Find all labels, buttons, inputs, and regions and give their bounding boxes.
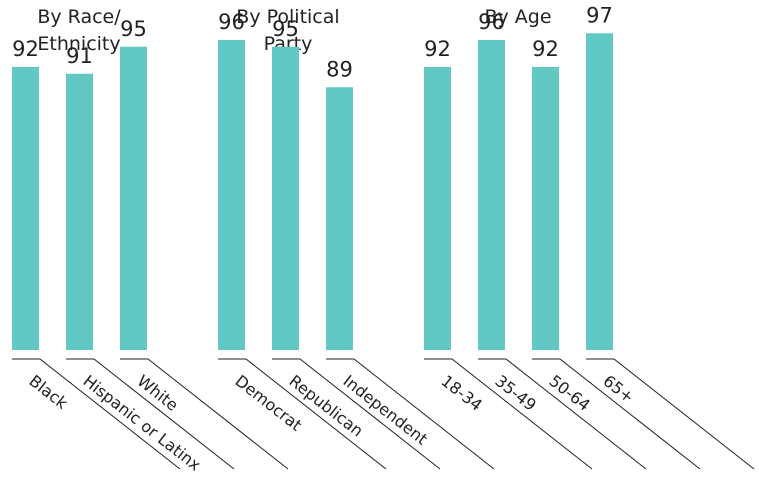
category-leader-line [424,358,593,470]
bar-democrat [218,40,245,350]
value-label: 91 [66,44,93,68]
group-title-party-line1: By Political [236,6,340,28]
value-label: 92 [12,37,39,61]
category-label: 35-49 [492,371,540,415]
bar-white [120,46,147,350]
category-leader-line [66,358,235,470]
category-label: 65+ [600,371,638,407]
value-label: 95 [120,17,147,41]
group-title-age: By Age [458,4,578,31]
category-leader-line [532,358,701,470]
category-leader-line [272,358,441,470]
category-label: Black [26,371,72,413]
group-title-age-line1: By Age [484,6,552,28]
value-label: 95 [272,17,299,41]
bar-35-49 [478,40,505,350]
value-label: 89 [326,57,353,81]
bar-18-34 [424,67,451,350]
category-leader-line [12,358,181,470]
value-label: 92 [424,37,451,61]
category-label: 50-64 [546,371,594,415]
value-label: 92 [532,37,559,61]
group-title-race-line1: By Race/ [37,6,121,28]
value-label: 97 [586,3,613,27]
bar-black [12,67,39,350]
bar-republican [272,46,299,350]
category-leader-line [478,358,647,470]
category-leader-line [326,358,495,470]
value-label: 96 [218,10,245,34]
category-leader-line [586,358,755,470]
bar-65- [586,33,613,350]
category-label: 18-34 [438,371,486,415]
bar-50-64 [532,67,559,350]
category-label: White [134,371,182,415]
bar-independent [326,87,353,350]
group-title-race: By Race/ Ethnicity [14,4,144,58]
category-leader-line [120,358,289,470]
group-title-race-line2: Ethnicity [37,33,121,55]
value-label: 96 [478,10,505,34]
bar-hispanic-or-latinx [66,73,93,350]
category-leader-line [218,358,387,470]
